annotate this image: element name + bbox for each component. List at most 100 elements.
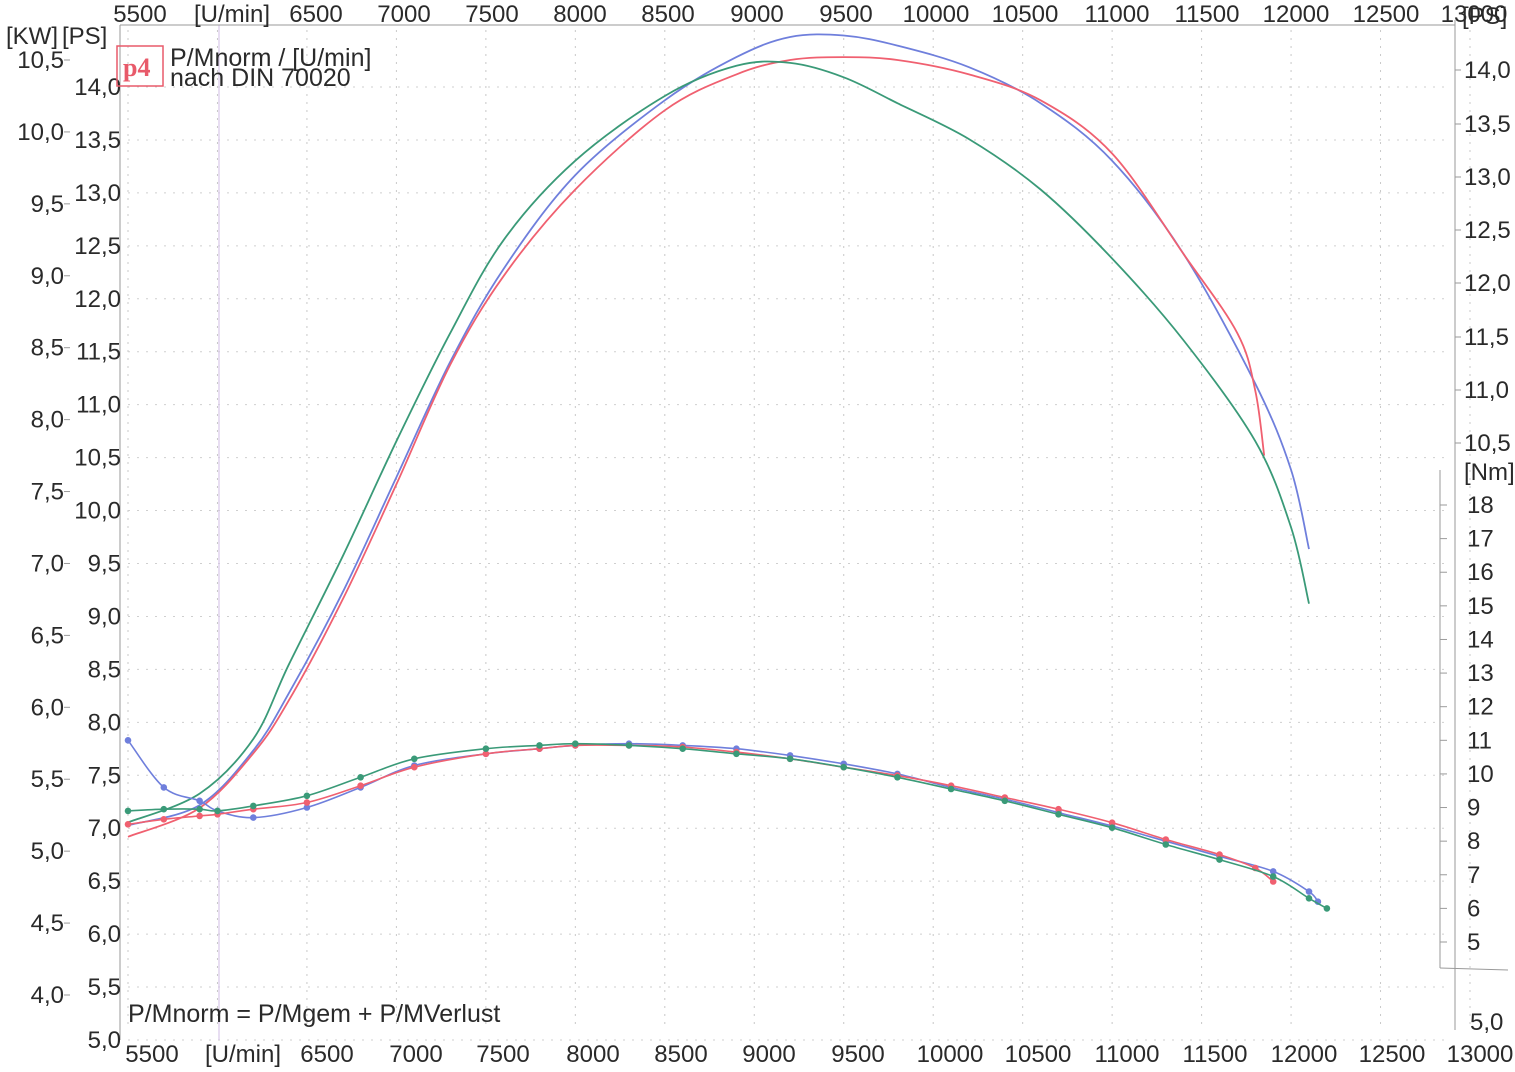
ps-right-tick-label: 12,5 — [1464, 217, 1511, 244]
ps-left-tick-label: 11,0 — [76, 392, 121, 419]
x-tick-label-top: 13000 — [1441, 1, 1508, 28]
kw-tick-label: 5,0 — [31, 838, 64, 865]
torque-point — [1216, 851, 1223, 858]
torque-point — [303, 799, 311, 806]
ps-left-tick-label: 13,0 — [74, 180, 121, 207]
x-tick-label-bottom: 13000 — [1447, 1041, 1514, 1068]
x-tick-label-top: 7000 — [377, 1, 430, 28]
x-tick-label-top: 6500 — [289, 1, 342, 28]
kw-tick-label: 7,5 — [31, 479, 64, 506]
torque-point — [679, 745, 686, 752]
ps-left-tick-label: 8,5 — [88, 656, 121, 683]
torque-point — [536, 742, 543, 749]
torque-point — [733, 750, 740, 758]
kw-tick-label: 5,5 — [31, 766, 64, 793]
ps-left-tick-label: 10,0 — [74, 498, 121, 525]
ps-left-tick-label: 12,0 — [74, 286, 121, 313]
torque-point — [625, 742, 633, 749]
ps-left-tick-label: 10,5 — [74, 445, 121, 472]
torque-point — [124, 807, 132, 815]
ps-axis-left-unit: [PS] — [62, 23, 107, 50]
x-tick-label-bottom: [U/min] — [205, 1041, 281, 1068]
torque-point — [1305, 888, 1313, 895]
ps-right-tick-label: 13,0 — [1464, 164, 1511, 191]
torque-point — [196, 797, 203, 805]
torque-point — [1162, 841, 1170, 848]
x-tick-label-top: 10500 — [992, 1, 1059, 28]
x-tick-label-bottom: 9500 — [831, 1041, 884, 1068]
x-tick-label-bottom: 9000 — [742, 1041, 795, 1068]
ps-left-tick-label: 5,0 — [88, 1027, 121, 1054]
nm-tick-label: 11 — [1467, 727, 1492, 754]
nm-tick-label: 15 — [1467, 593, 1494, 620]
nm-tick-label: 8 — [1467, 828, 1480, 855]
torque-point — [250, 802, 257, 810]
torque-point — [1269, 873, 1277, 880]
grid — [127, 30, 1471, 1041]
torque-point — [1108, 819, 1116, 826]
torque-point — [1216, 856, 1223, 863]
ps-left-tick-label: 11,5 — [76, 339, 121, 366]
kw-tick-label: 7,0 — [31, 550, 64, 577]
torque-point — [250, 814, 257, 821]
torque-point — [411, 763, 418, 771]
torque-point — [214, 807, 221, 815]
torque-point — [894, 774, 901, 781]
x-tick-label-bottom: 7500 — [476, 1041, 529, 1068]
torque-point — [357, 782, 364, 789]
torque-point — [786, 755, 794, 763]
ps-left-tick-label: 5,5 — [88, 974, 121, 1001]
x-tick-label-top: [U/min] — [194, 1, 270, 28]
kw-tick-label: 10,0 — [17, 119, 64, 146]
torque-point — [160, 784, 168, 791]
nm-tick-label: 17 — [1467, 526, 1494, 553]
series-layer — [124, 33, 1331, 912]
nm-tick-label: 16 — [1467, 559, 1494, 586]
nm-tick-label: 5 — [1467, 929, 1480, 956]
ps-left-tick-label: 13,5 — [74, 127, 121, 154]
ps-right-tick-label: 12,0 — [1464, 270, 1511, 297]
kw-tick-label: 8,5 — [31, 335, 64, 362]
nm-tick-label: 9 — [1467, 795, 1480, 822]
torque-point — [160, 816, 168, 823]
torque-point — [572, 740, 579, 747]
torque-point — [840, 763, 847, 771]
torque-point — [1108, 824, 1116, 831]
kw-tick-label: 9,0 — [31, 263, 64, 290]
nm-tick-label: 14 — [1467, 626, 1494, 653]
torque-point — [303, 792, 311, 800]
x-tick-label-bottom: 12500 — [1359, 1041, 1426, 1068]
ps-right-tick-label: 11,5 — [1464, 324, 1509, 351]
torque-point — [482, 745, 490, 752]
x-tick-label-top: 9500 — [819, 1, 872, 28]
torque-point — [947, 785, 955, 793]
torque-point — [1055, 805, 1062, 813]
torque-point — [1323, 905, 1331, 912]
kw-tick-label: 6,0 — [31, 694, 64, 721]
axes: 5500 [U/min] 6500 7000 7500 8000 8500 9000 9500 1… — [17, 1, 1513, 1068]
kw-tick-label: 10,5 — [17, 47, 64, 74]
legend: p4 P/Mnorm / [U/min] nach DIN 70020 — [116, 44, 371, 92]
torque-point — [482, 750, 490, 758]
nm-axis-unit: [Nm] — [1464, 459, 1515, 486]
x-tick-label-bottom: 12000 — [1271, 1041, 1338, 1068]
x-tick-label-top: 10000 — [903, 1, 970, 28]
x-tick-label-bottom: 6500 — [300, 1041, 353, 1068]
ps-right-tick-label: 13,5 — [1464, 111, 1511, 138]
torque-point — [160, 805, 168, 813]
kw-tick-label: 6,5 — [31, 622, 64, 649]
nm-tick-label: 13 — [1467, 660, 1494, 687]
x-tick-label-top: 7500 — [465, 1, 518, 28]
nm-tick-label: 7 — [1467, 862, 1480, 889]
kw-axis-unit: [KW] — [6, 23, 58, 50]
torque-point — [196, 812, 203, 820]
ps-right-tick-label: 11,0 — [1464, 377, 1509, 404]
power-curve-2 — [127, 56, 1266, 838]
x-tick-label-top: 12000 — [1263, 1, 1330, 28]
kw-tick-label: 4,5 — [31, 910, 64, 937]
x-tick-label-top: 9000 — [730, 1, 783, 28]
kw-tick-label: 9,5 — [31, 191, 64, 218]
logo: p4 — [123, 53, 150, 82]
